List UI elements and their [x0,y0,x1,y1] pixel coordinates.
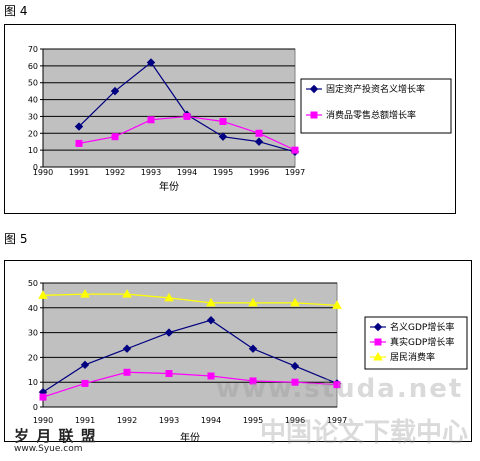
chart4-plot-area [42,48,296,168]
chart4-x-tick-label: 1993 [141,168,161,177]
chart4-legend-marker [309,84,319,94]
chart5-x-tick-label: 1995 [243,416,263,425]
chart4-series-2-point [219,117,227,125]
chart5-legend-label: 居民消费率 [390,351,435,363]
chart4-y-tick-label: 10 [28,146,38,155]
chart5-series-1-point [122,344,132,353]
chart4-y-tick-label: 60 [28,62,38,71]
chart4-x-tick-label: 1990 [33,168,53,177]
chart5-y-tick-label: 40 [28,304,38,313]
chart4-x-tick-label: 1991 [69,168,89,177]
chart4-series-1-point [110,86,120,96]
chart5-x-tick-label: 1990 [33,416,53,425]
chart5-x-tick-label: 1992 [117,416,137,425]
chart4-x-tick-label: 1996 [249,168,269,177]
chart4-legend-label: 固定资产投资名义增长率 [326,83,425,95]
chart5-series-3-point [206,297,216,307]
chart5-series-1-point [164,328,174,337]
chart5-series-1-point [248,344,258,353]
chart4-series-2-point [183,112,191,120]
chart5-series-1-point [80,360,90,370]
chart5-series-2-point [39,393,47,401]
chart5-x-tick-label: 1991 [75,416,95,425]
chart5-series-3-point [290,297,300,307]
chart5-legend-marker [373,322,383,332]
chart4-series-2-point [255,129,263,137]
chart5-plot-area [42,282,338,408]
chart5-y-tick-label: 20 [28,353,38,362]
chart4-x-tick-label: 1995 [213,168,233,177]
chart5-x-tick-label: 1996 [285,416,305,425]
chart5-y-tick-label: 10 [28,378,38,387]
chart4-series-2-point [111,133,119,141]
chart4-x-tick-label: 1992 [105,168,125,177]
chart5-series-2-point [123,368,131,376]
chart5-series-1-point [206,315,216,325]
chart5-series-3-point [248,297,258,307]
watermark-overlay-cn: 中国论文下载中心 [260,418,469,448]
chart5-series-3-point [80,289,90,298]
chart5-x-tick-label: 1994 [201,416,221,425]
chart5-legend [364,316,468,370]
chart4-x-tick-label: 1994 [177,168,197,177]
chart5-series-2-point [249,377,257,385]
chart5-series-3-line [42,293,338,306]
figure-4-label: 图 4 [4,4,28,18]
chart4-series-1-point [74,122,84,131]
chart5-legend-marker [374,338,382,346]
chart4-y-tick-label: 70 [28,45,38,54]
watermark-site-name: 岁 月 联 盟 [14,427,97,445]
chart5-x-tick-label: 1997 [327,416,347,425]
chart5-series-2-point [81,379,89,387]
chart5-legend-marker [373,351,383,361]
chart-4-frame: 0 10 20 30 40 50 60 70 1990 1991 1992 1993 1994 1995 1… [4,24,456,214]
figure-5-label: 图 5 [4,232,28,246]
chart5-series-2-line [42,371,338,398]
chart5-series-2-point [291,378,299,386]
chart4-y-tick-label: 50 [28,79,38,88]
chart4-series-1-point [146,58,156,67]
chart5-y-tick-label: 30 [28,329,38,338]
watermark-overlay-url: www.studa.net [216,374,464,404]
chart5-series-3-point [164,292,174,302]
chart5-legend-label: 名义GDP增长率 [390,321,454,333]
chart-4: 0 10 20 30 40 50 60 70 1990 1991 1992 1993 1994 1995 1… [28,45,452,193]
chart5-y-tick-label: 50 [28,279,38,288]
chart5-series-2-point [333,381,341,389]
chart5-x-tick-label: 1993 [159,416,179,425]
chart5-series-1-line [42,319,338,393]
chart4-legend-marker [310,111,318,119]
chart4-y-tick-label: 40 [28,96,38,105]
chart5-series-2-point [165,370,173,378]
watermark-site-url: www.Syue.com [14,444,83,454]
chart4-y-tick-label: 20 [28,129,38,138]
chart5-x-axis-title: 年份 [180,431,200,444]
chart5-series-3-point [38,290,48,299]
chart4-y-tick-label: 30 [28,112,38,121]
chart5-series-1-point [290,361,300,371]
chart5-series-2-point [207,372,215,380]
chart4-series-1-point [218,132,228,141]
chart4-series-2-point [75,139,83,147]
chart4-legend-label: 消费品零售总额增长率 [326,109,416,121]
chart-5: 0 10 20 30 40 50 1990 1991 1992 1993 1994 1995 1996 1… [28,279,468,444]
chart5-legend-label: 真实GDP增长率 [390,336,454,348]
chart4-x-axis-title: 年份 [159,180,179,193]
chart4-legend [300,78,452,134]
chart5-series-3-point [122,289,132,298]
chart4-series-2-point [147,116,155,124]
chart4-series-2-point [291,146,299,154]
chart4-series-1-point [254,137,264,146]
chart5-y-tick-label: 0 [33,403,38,412]
chart4-y-tick-label: 0 [33,163,38,172]
chart4-x-tick-label: 1997 [285,168,305,177]
chart5-series-3-point [332,300,342,309]
chart-5-frame: 0 10 20 30 40 50 1990 1991 1992 1993 1994 1995 1996 1… [4,260,472,444]
